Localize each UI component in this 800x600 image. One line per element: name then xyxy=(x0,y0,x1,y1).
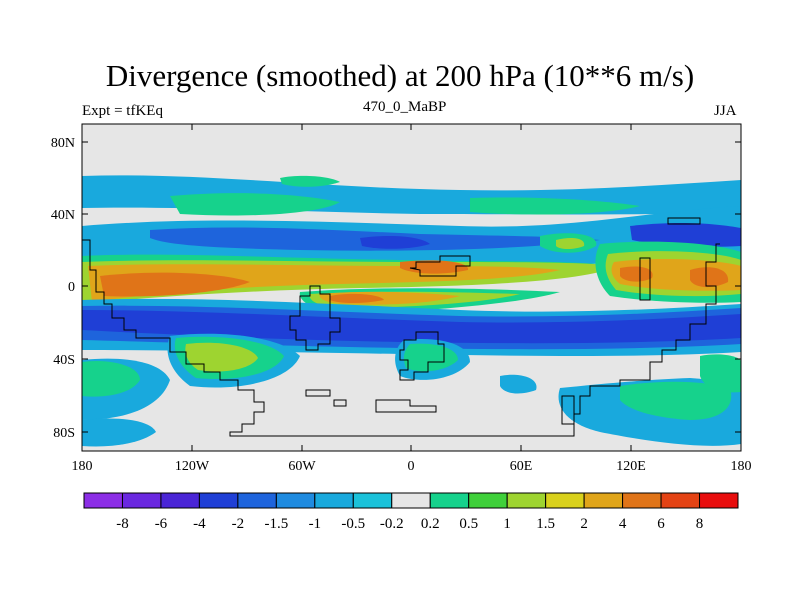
field-weak-pos xyxy=(470,197,640,215)
colorbar-label: -1.5 xyxy=(264,516,288,532)
colorbar-label: 1 xyxy=(503,516,511,532)
field-weak-neg xyxy=(500,374,537,394)
colorbar-swatch xyxy=(237,492,277,509)
y-tick-label: 40S xyxy=(53,353,75,368)
colorbar-swatch xyxy=(660,492,701,509)
field-weak-pos xyxy=(170,193,340,216)
colorbar-label: 1.5 xyxy=(536,516,555,532)
x-tick-label: 120W xyxy=(175,459,210,474)
field-weak-pos xyxy=(280,175,340,187)
case-label: 470_0_MaBP xyxy=(363,99,447,115)
y-tick-label: 80N xyxy=(51,136,75,151)
experiment-label: Expt = tfKEq xyxy=(82,103,163,119)
x-tick-label: 60E xyxy=(510,459,533,474)
colorbar-swatch xyxy=(121,492,162,509)
colorbar-label: 8 xyxy=(696,516,704,532)
field-max-pos xyxy=(690,267,729,288)
continent-outlines xyxy=(82,217,720,437)
colorbar-label: -4 xyxy=(193,516,206,532)
y-tick-label: 0 xyxy=(68,280,75,295)
field-weak-neg xyxy=(82,418,156,447)
colorbar: -8 -6 -4 -2 -1.5 -1 -0.5 -0.2 0.2 0.5 1 1.5 2 4 6 8 xyxy=(83,492,739,532)
colorbar-swatch xyxy=(160,492,200,509)
field-strong-neg xyxy=(82,310,741,344)
x-tick-label: 0 xyxy=(408,459,415,474)
field-strong-pos xyxy=(88,264,560,302)
divergence-field xyxy=(82,175,741,447)
field-strong-neg xyxy=(630,222,741,247)
x-tick-marks xyxy=(191,124,632,451)
colorbar-swatch xyxy=(583,492,624,509)
field-weak-pos xyxy=(700,354,741,393)
y-tick-label: 80S xyxy=(53,426,75,441)
colorbar-label: -8 xyxy=(116,516,129,532)
colorbar-label: 0.2 xyxy=(421,516,440,532)
x-tick-label: 60W xyxy=(288,459,316,474)
season-label: JJA xyxy=(714,103,737,119)
colorbar-label: -1 xyxy=(309,516,322,532)
colorbar-label: -0.2 xyxy=(380,516,404,532)
colorbar-swatch xyxy=(314,492,354,509)
colorbar-swatch xyxy=(198,492,239,509)
colorbar-swatch xyxy=(699,492,739,509)
x-tick-labels: 180 120W 60W 0 60E 120E 180 xyxy=(72,459,752,474)
colorbar-label: -2 xyxy=(232,516,245,532)
plot-title: Divergence (smoothed) at 200 hPa (10**6 … xyxy=(105,58,695,93)
field-max-pos xyxy=(400,260,469,274)
y-tick-labels: 80N 40N 0 40S 80S xyxy=(51,136,75,441)
field-strong-neg xyxy=(360,236,430,249)
colorbar-label: -6 xyxy=(155,516,168,532)
field-max-pos xyxy=(620,266,653,282)
colorbar-swatch xyxy=(468,492,508,509)
colorbar-label: 6 xyxy=(657,516,665,532)
field-max-pos xyxy=(100,272,250,297)
colorbar-swatch xyxy=(545,492,585,509)
colorbar-swatch xyxy=(352,492,393,509)
colorbar-label: 0.5 xyxy=(459,516,478,532)
colorbar-swatch xyxy=(506,492,547,509)
colorbar-label: 2 xyxy=(580,516,588,532)
colorbar-swatch xyxy=(622,492,662,509)
field-weak-pos xyxy=(620,381,732,420)
colorbar-swatch xyxy=(275,492,316,509)
field-mid-pos xyxy=(556,238,585,249)
field-weak-pos xyxy=(82,360,140,397)
colorbar-label: 4 xyxy=(619,516,627,532)
x-tick-label: 180 xyxy=(731,459,752,474)
field-max-pos xyxy=(330,293,384,303)
y-tick-marks xyxy=(82,141,741,433)
colorbar-swatch xyxy=(429,492,470,509)
x-tick-label: 180 xyxy=(72,459,93,474)
y-tick-label: 40N xyxy=(51,208,75,223)
colorbar-swatch xyxy=(391,492,431,509)
x-tick-label: 120E xyxy=(616,459,646,474)
colorbar-label: -0.5 xyxy=(341,516,365,532)
colorbar-swatch xyxy=(83,492,123,509)
